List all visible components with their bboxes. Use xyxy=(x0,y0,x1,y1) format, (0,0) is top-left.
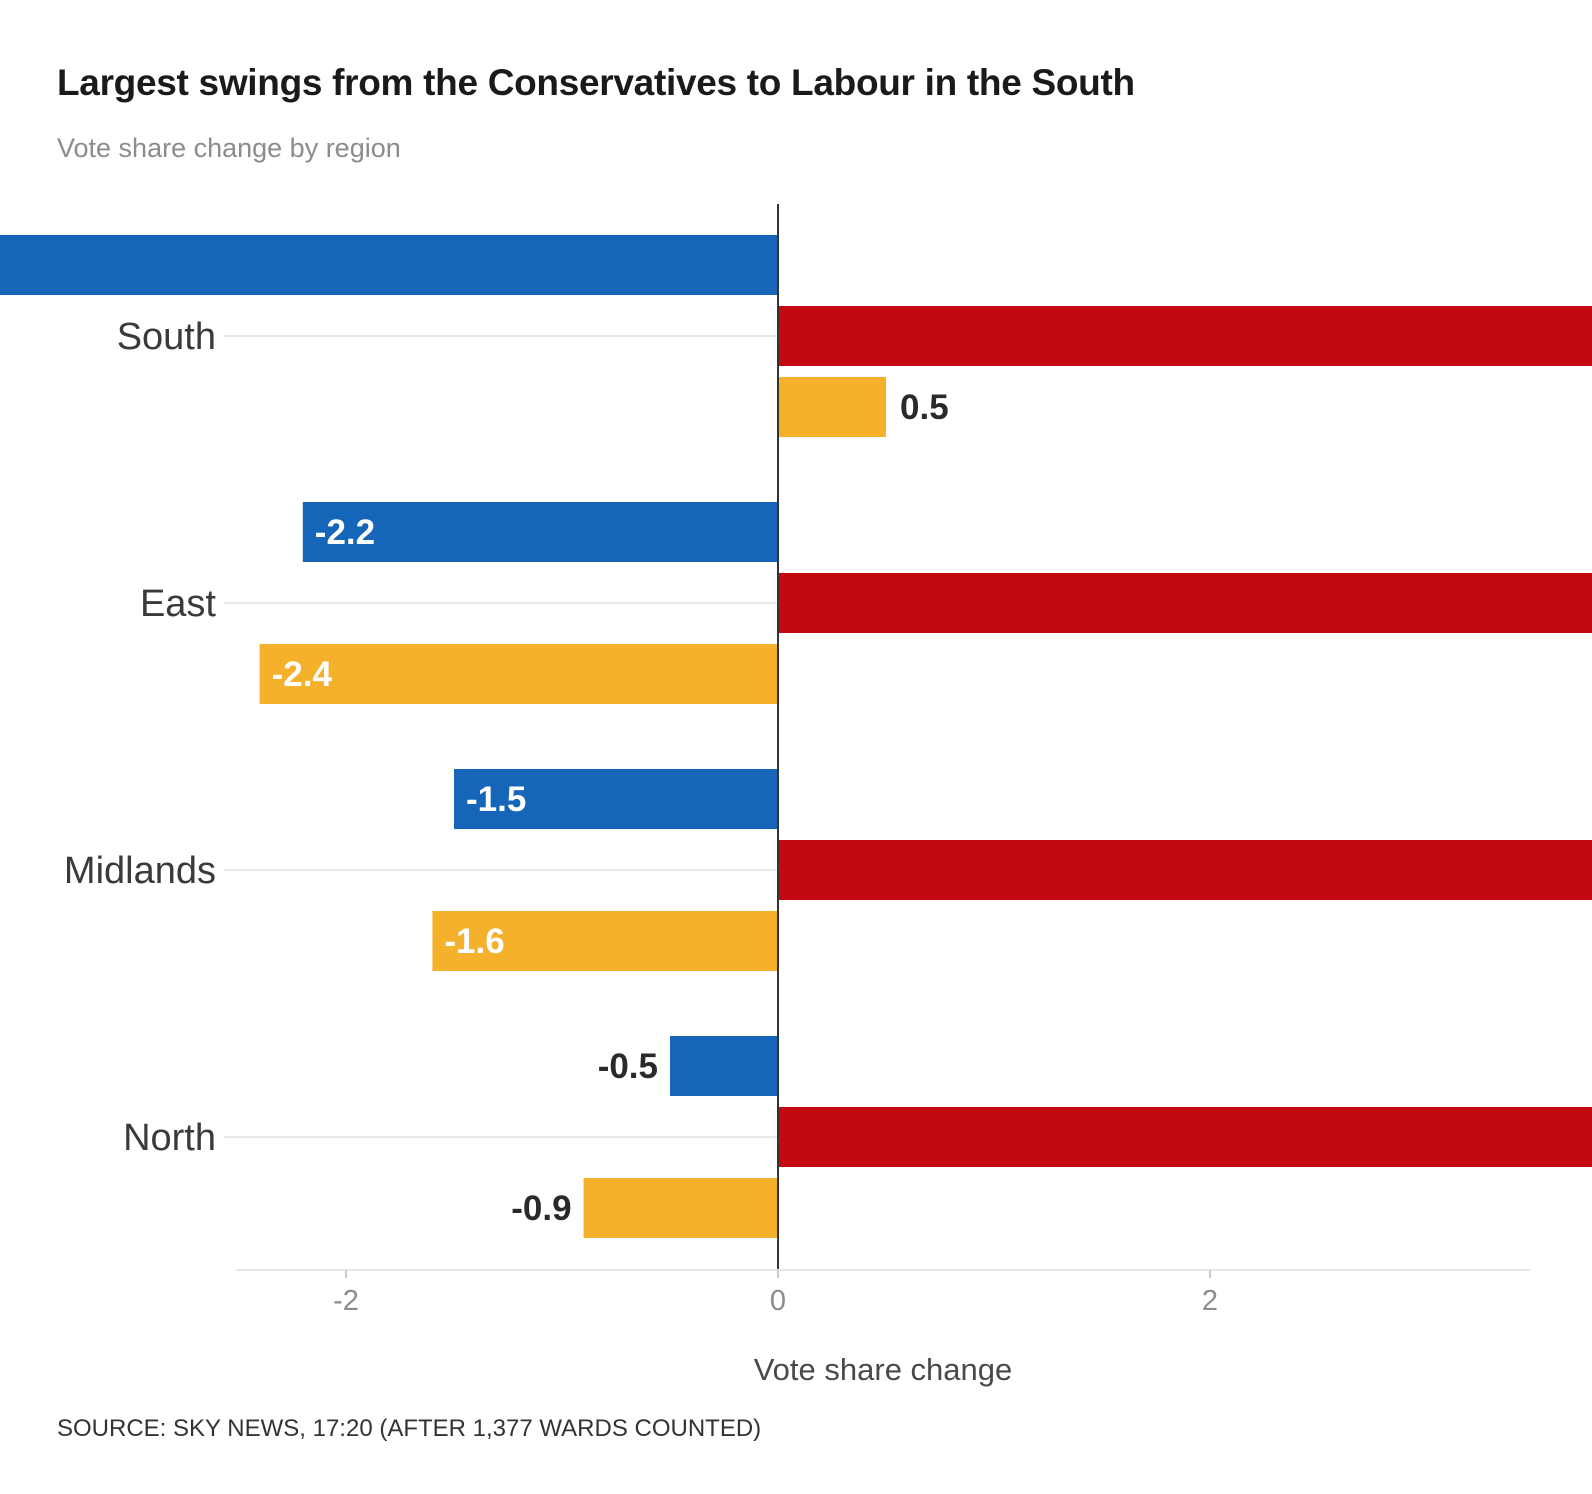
value-label: -0.9 xyxy=(511,1189,571,1228)
source-note: SOURCE: SKY NEWS, 17:20 (AFTER 1,377 WAR… xyxy=(57,1415,762,1442)
category-label-north: North xyxy=(123,1117,216,1159)
value-label: -1.6 xyxy=(444,922,504,961)
bar xyxy=(778,840,1592,900)
bar xyxy=(778,377,886,437)
value-label: -1.5 xyxy=(466,780,526,819)
x-tick-label: 2 xyxy=(1202,1285,1218,1317)
bar xyxy=(583,1178,778,1238)
x-tick-label: -2 xyxy=(333,1285,359,1317)
bar xyxy=(454,769,778,829)
bar xyxy=(670,1036,778,1096)
value-label: 0.5 xyxy=(900,388,949,427)
bar xyxy=(302,502,778,562)
x-axis-ticks: -4-20246 xyxy=(333,1270,1218,1317)
value-label: -0.5 xyxy=(598,1047,658,1086)
category-label-midlands: Midlands xyxy=(64,850,216,892)
category-labels: South East Midlands North xyxy=(64,316,217,1159)
value-label: -2.4 xyxy=(272,655,333,694)
x-tick-label: 0 xyxy=(770,1285,786,1317)
chart-subtitle: Vote share change by region xyxy=(57,133,401,163)
bar xyxy=(0,235,779,295)
bar xyxy=(778,573,1592,633)
category-label-south: South xyxy=(117,316,216,358)
bar xyxy=(259,644,779,704)
x-axis-title: Vote share change xyxy=(754,1352,1013,1387)
bar xyxy=(778,1107,1592,1167)
bars xyxy=(0,235,1592,1238)
bar xyxy=(432,911,778,971)
bar xyxy=(778,306,1592,366)
value-label: -2.2 xyxy=(315,513,375,552)
gridlines xyxy=(224,335,1530,1138)
chart-title: Largest swings from the Conservatives to… xyxy=(57,62,1135,103)
category-label-east: East xyxy=(140,583,216,625)
bar-chart: -4.75.50.5-2.24.9-2.4-1.56-1.6-0.56.6-0.… xyxy=(0,204,1592,1387)
value-labels: -4.75.50.5-2.24.9-2.4-1.56-1.6-0.56.6-0.… xyxy=(272,388,949,1228)
